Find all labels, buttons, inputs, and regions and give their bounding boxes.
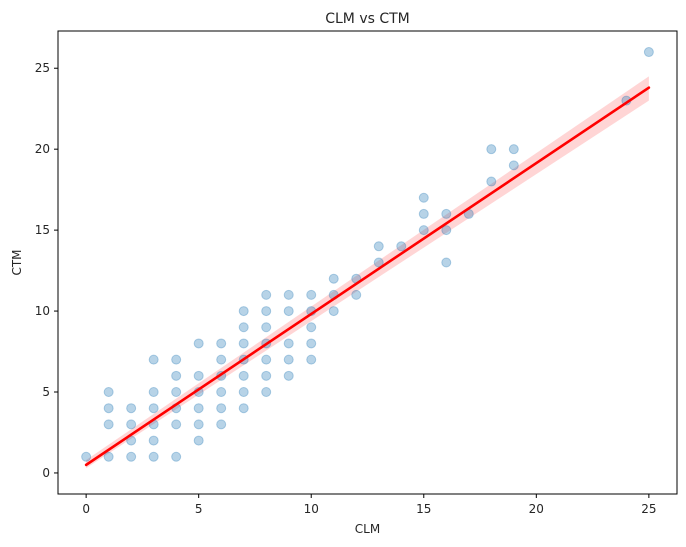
data-point	[103, 451, 114, 462]
x-tick-label: 0	[82, 502, 90, 516]
data-point	[486, 144, 497, 155]
data-point	[373, 257, 384, 268]
data-point	[508, 160, 519, 171]
data-point	[193, 419, 204, 430]
x-axis-label: CLM	[355, 522, 380, 536]
chart-title: CLM vs CTM	[325, 11, 410, 27]
data-point	[216, 387, 227, 398]
data-point	[193, 338, 204, 349]
data-point	[148, 435, 159, 446]
data-point	[418, 225, 429, 236]
data-point	[508, 144, 519, 155]
data-point	[238, 306, 249, 317]
data-point	[126, 403, 137, 414]
data-point	[396, 241, 407, 252]
data-point	[216, 403, 227, 414]
data-point	[306, 322, 317, 333]
data-point	[238, 403, 249, 414]
data-point	[148, 354, 159, 365]
data-point	[81, 451, 92, 462]
x-axis-ticks: 0 5 10 15 20 25	[82, 494, 657, 516]
data-point	[148, 403, 159, 414]
y-tick-label: 20	[35, 142, 50, 156]
data-point	[418, 208, 429, 219]
y-tick-label: 10	[35, 304, 50, 318]
data-point	[441, 208, 452, 219]
data-point	[238, 338, 249, 349]
y-axis-ticks: 0 5 10 15 20 25	[35, 61, 58, 480]
data-point	[283, 306, 294, 317]
data-point	[418, 192, 429, 203]
data-point	[328, 273, 339, 284]
data-point	[328, 306, 339, 317]
regression-line-layer	[84, 86, 651, 467]
data-point	[238, 387, 249, 398]
data-point	[126, 451, 137, 462]
data-point	[103, 403, 114, 414]
x-tick-label: 20	[529, 502, 544, 516]
data-point	[216, 354, 227, 365]
data-point	[238, 370, 249, 381]
data-point	[441, 257, 452, 268]
plot-frame	[57, 30, 678, 495]
data-point	[283, 289, 294, 300]
data-point	[486, 176, 497, 187]
data-point	[193, 435, 204, 446]
data-point	[171, 419, 182, 430]
data-point	[261, 370, 272, 381]
data-point	[373, 241, 384, 252]
regression-line	[84, 86, 651, 467]
data-point	[283, 370, 294, 381]
data-point	[306, 354, 317, 365]
data-point	[643, 47, 654, 58]
data-point	[283, 338, 294, 349]
x-tick-label: 15	[416, 502, 431, 516]
data-point	[261, 306, 272, 317]
data-point	[171, 354, 182, 365]
data-point	[171, 451, 182, 462]
data-point	[306, 338, 317, 349]
y-tick-label: 0	[42, 466, 50, 480]
y-axis-label: CTM	[10, 249, 24, 275]
data-point	[193, 403, 204, 414]
data-point	[261, 354, 272, 365]
data-point	[126, 419, 137, 430]
data-point	[216, 419, 227, 430]
data-point	[238, 322, 249, 333]
y-tick-label: 5	[42, 385, 50, 399]
data-point	[171, 387, 182, 398]
data-point	[261, 289, 272, 300]
data-point	[103, 387, 114, 398]
data-point	[306, 289, 317, 300]
data-point	[193, 370, 204, 381]
data-point	[216, 338, 227, 349]
data-point	[441, 225, 452, 236]
data-point	[148, 387, 159, 398]
x-tick-label: 5	[195, 502, 203, 516]
y-tick-label: 15	[35, 223, 50, 237]
x-tick-label: 25	[641, 502, 656, 516]
data-point	[171, 370, 182, 381]
data-point	[261, 322, 272, 333]
x-tick-label: 10	[304, 502, 319, 516]
data-point	[261, 387, 272, 398]
data-point	[103, 419, 114, 430]
y-tick-label: 25	[35, 61, 50, 75]
data-point	[283, 354, 294, 365]
data-point	[148, 451, 159, 462]
data-point	[351, 289, 362, 300]
